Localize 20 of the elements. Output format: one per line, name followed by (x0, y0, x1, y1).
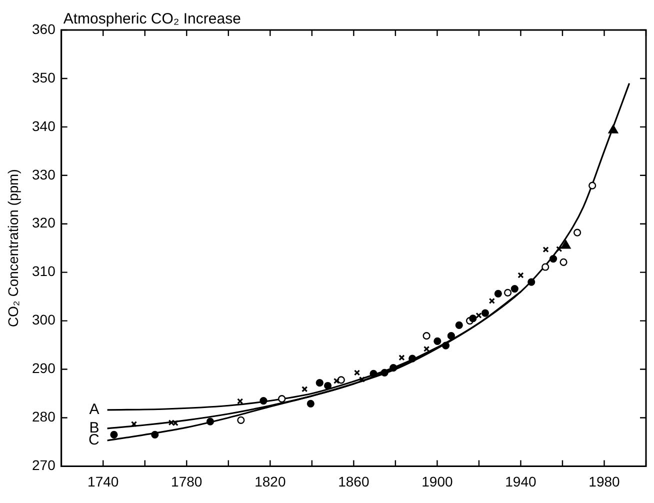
x-tick-label: 1780 (171, 473, 202, 490)
series-label: A (89, 401, 100, 418)
y-tick-label: 280 (32, 408, 56, 425)
y-tick-label: 300 (32, 312, 56, 328)
y-tick-label: 310 (32, 263, 56, 280)
x-tick-label: 1980 (588, 473, 620, 490)
y-axis-title: CO₂ Concentration (ppm) (4, 169, 21, 328)
chart-title: Atmospheric CO₂ Increase (63, 10, 241, 28)
y-tick-label: 340 (32, 118, 56, 134)
x-tick-label: 1740 (88, 473, 119, 490)
y-tick-label: 330 (32, 166, 56, 182)
x-tick-label: 1900 (422, 473, 453, 490)
x-tick-label: 1820 (254, 473, 286, 490)
y-tick-label: 320 (32, 214, 56, 231)
y-tick-label: 360 (32, 20, 56, 37)
y-tick-label: 270 (32, 457, 56, 474)
y-tick-label: 350 (32, 69, 56, 86)
y-tick-label: 290 (32, 360, 56, 376)
x-tick-label: 1940 (505, 473, 536, 490)
x-tick-label: 1860 (338, 473, 370, 490)
